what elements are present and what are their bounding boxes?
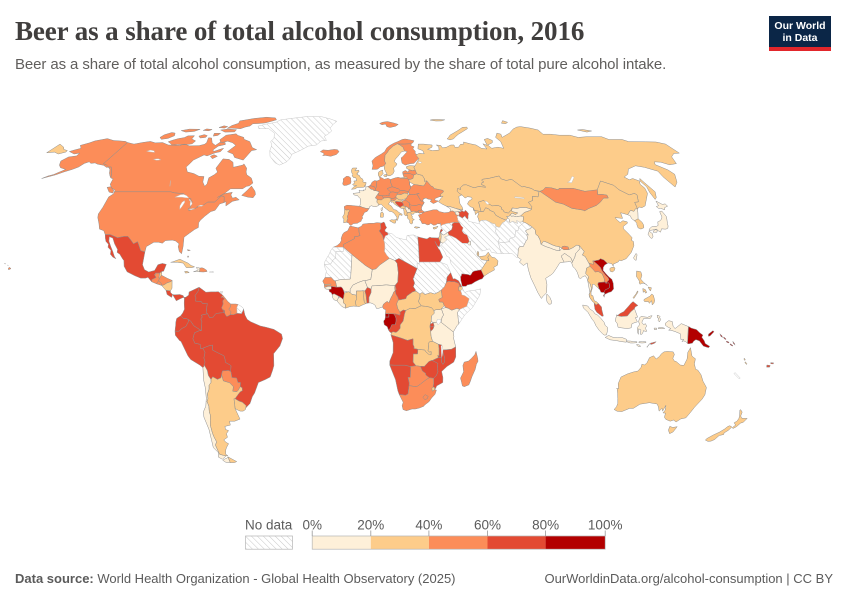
svg-text:0%: 0% xyxy=(302,518,322,533)
svg-text:60%: 60% xyxy=(474,518,501,533)
svg-text:80%: 80% xyxy=(532,518,559,533)
svg-text:100%: 100% xyxy=(588,518,623,533)
svg-text:20%: 20% xyxy=(357,518,384,533)
svg-text:40%: 40% xyxy=(415,518,442,533)
svg-text:No data: No data xyxy=(245,518,293,533)
